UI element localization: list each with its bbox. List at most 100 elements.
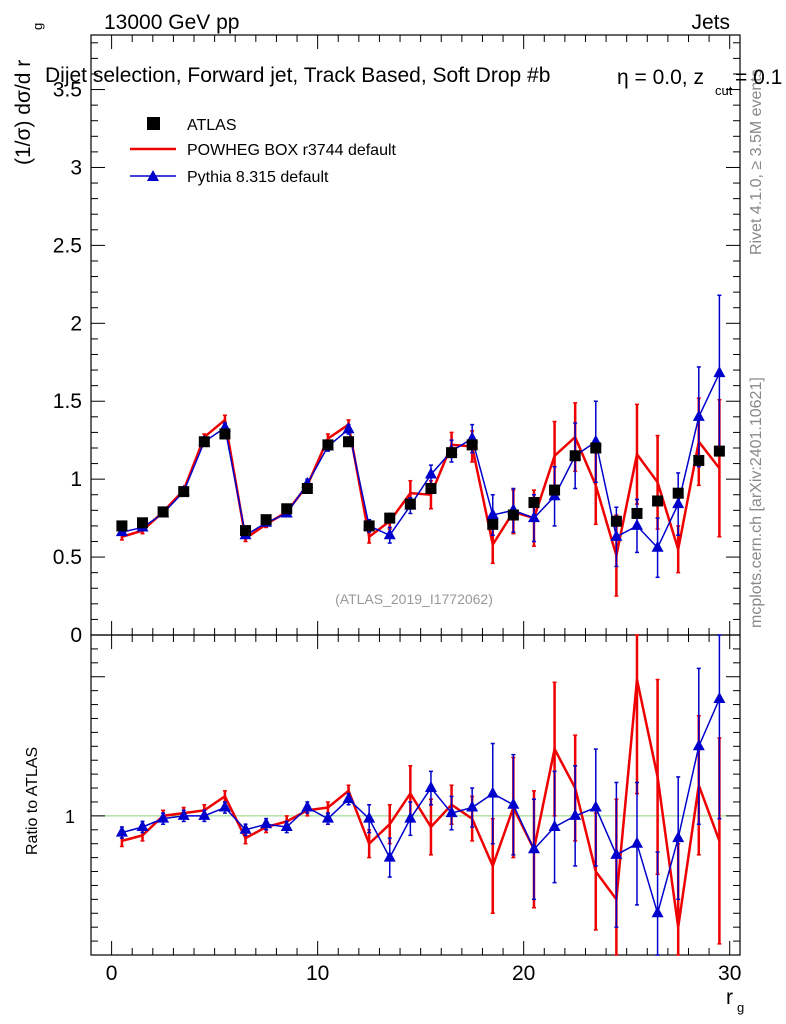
- ratio-pythia-point: [630, 836, 643, 848]
- chart-title-eta: η = 0.0, z: [617, 66, 704, 89]
- ratio-pythia-point: [198, 808, 211, 820]
- x-axis-label-sub: g: [737, 1000, 744, 1015]
- ratio-series-layer: [115, 634, 726, 956]
- atlas-point: [466, 439, 478, 451]
- x-tick-label: 0: [106, 962, 118, 985]
- ratio-pythia-point: [507, 797, 520, 809]
- atlas-point: [260, 514, 272, 526]
- ratio-pythia-point: [548, 820, 561, 831]
- ratio-powheg-line: [121, 679, 721, 928]
- ratio-pythia-point: [177, 808, 190, 820]
- atlas-point: [198, 436, 210, 448]
- legend-powheg-label: POWHEG BOX r3744 default: [187, 142, 397, 159]
- analysis-id-label: (ATLAS_2019_I1772062): [335, 591, 493, 607]
- ratio-pythia-point: [651, 906, 664, 918]
- ratio-pythia-point: [404, 811, 417, 823]
- rivet-label-group: Rivet 4.1.0, ≥ 3.5M events: [748, 69, 765, 255]
- y-tick-label: 0: [70, 624, 82, 647]
- pythia-point: [630, 518, 643, 530]
- legend: ATLAS POWHEG BOX r3744 default Pythia 8.…: [130, 117, 397, 186]
- ratio-pythia-point: [280, 820, 293, 831]
- y-tick-label: 1.5: [53, 390, 82, 413]
- ratio-pythia-point: [342, 792, 355, 804]
- atlas-point: [610, 515, 622, 527]
- y-tick-label: 3.5: [53, 79, 82, 102]
- ratio-y-label-text: Ratio to ATLAS: [24, 747, 41, 855]
- chart-title-main: Dijet selection, Forward jet, Track Base…: [45, 64, 550, 87]
- ratio-pythia-point: [527, 842, 540, 854]
- atlas-point: [322, 439, 334, 451]
- y-axis-label: (1/σ) dσ/d r g: [12, 23, 45, 165]
- ratio-tick-label: 1: [65, 807, 75, 827]
- atlas-point: [713, 445, 725, 457]
- ratio-pythia-point: [363, 811, 376, 823]
- pythia-point: [424, 467, 437, 479]
- legend-atlas-marker: [147, 117, 160, 130]
- y-axis-label-text: (1/σ) dσ/d r: [12, 60, 35, 165]
- pythia-point: [342, 422, 355, 434]
- atlas-point: [137, 517, 149, 529]
- ratio-pythia-point: [136, 820, 149, 831]
- chart-title: Dijet selection, Forward jet, Track Base…: [45, 64, 782, 98]
- energy-label: 13000 GeV pp: [104, 11, 239, 34]
- chart-title-tail: = 0.1: [735, 66, 782, 89]
- x-tick-label: 30: [718, 962, 741, 985]
- ratio-pythia-point: [466, 800, 479, 812]
- atlas-point: [549, 484, 561, 496]
- pythia-point: [672, 497, 685, 509]
- legend-atlas-label: ATLAS: [187, 117, 237, 134]
- ratio-pythia-point: [383, 850, 396, 862]
- ratio-pythia-point: [692, 739, 705, 751]
- atlas-point: [425, 483, 437, 495]
- atlas-point: [157, 506, 169, 518]
- ratio-y-label: Ratio to ATLAS: [24, 747, 41, 855]
- pythia-point: [713, 366, 726, 378]
- legend-pythia-marker: [147, 170, 159, 181]
- atlas-point: [693, 454, 705, 466]
- ratio-pythia-point: [672, 831, 685, 843]
- atlas-point: [301, 483, 313, 495]
- atlas-point: [116, 520, 128, 532]
- x-tick-label: 20: [512, 962, 535, 985]
- atlas-point: [219, 428, 231, 440]
- atlas-point: [487, 518, 499, 530]
- ratio-pythia-point: [486, 786, 499, 798]
- mcplots-label-group: mcplots.cern.ch [arXiv:2401.10621]: [748, 377, 765, 628]
- atlas-point: [281, 503, 293, 515]
- ratio-plot-frame: [90, 634, 741, 956]
- x-tick-label: 10: [306, 962, 329, 985]
- legend-pythia-label: Pythia 8.315 default: [187, 169, 329, 186]
- y-tick-label: 0.5: [53, 546, 82, 569]
- main-series-layer: [115, 294, 726, 597]
- rivet-label: Rivet 4.1.0, ≥ 3.5M events: [748, 69, 765, 255]
- atlas-point: [404, 498, 416, 510]
- ratio-pythia-point: [321, 811, 334, 823]
- ratio-pythia-point: [424, 781, 437, 793]
- axes-layer: 0 10 20 30 0 0.5 1 1.5 2 2.5 3 3.5 1: [53, 35, 741, 985]
- chart-title-sub: cut: [715, 83, 733, 98]
- atlas-point: [569, 450, 581, 462]
- ratio-pythia-point: [218, 800, 231, 812]
- atlas-point: [178, 486, 190, 498]
- atlas-point: [631, 507, 643, 519]
- atlas-point: [384, 512, 396, 524]
- y-tick-label: 2: [70, 312, 82, 335]
- y-axis-label-sub: g: [30, 23, 45, 30]
- atlas-point: [363, 520, 375, 532]
- pythia-point: [383, 528, 396, 540]
- atlas-point: [590, 442, 602, 454]
- atlas-point: [652, 495, 664, 507]
- pythia-point: [651, 540, 664, 552]
- y-tick-label: 2.5: [53, 234, 82, 257]
- atlas-point: [446, 447, 458, 459]
- x-axis-label: r: [726, 986, 733, 1009]
- atlas-point: [507, 509, 519, 521]
- ratio-pythia-point: [157, 811, 170, 823]
- pythia-point: [486, 508, 499, 519]
- ratio-pythia-point: [239, 822, 252, 834]
- process-label: Jets: [691, 11, 730, 34]
- atlas-point: [343, 436, 355, 448]
- pythia-line: [121, 372, 721, 550]
- atlas-point: [528, 497, 540, 509]
